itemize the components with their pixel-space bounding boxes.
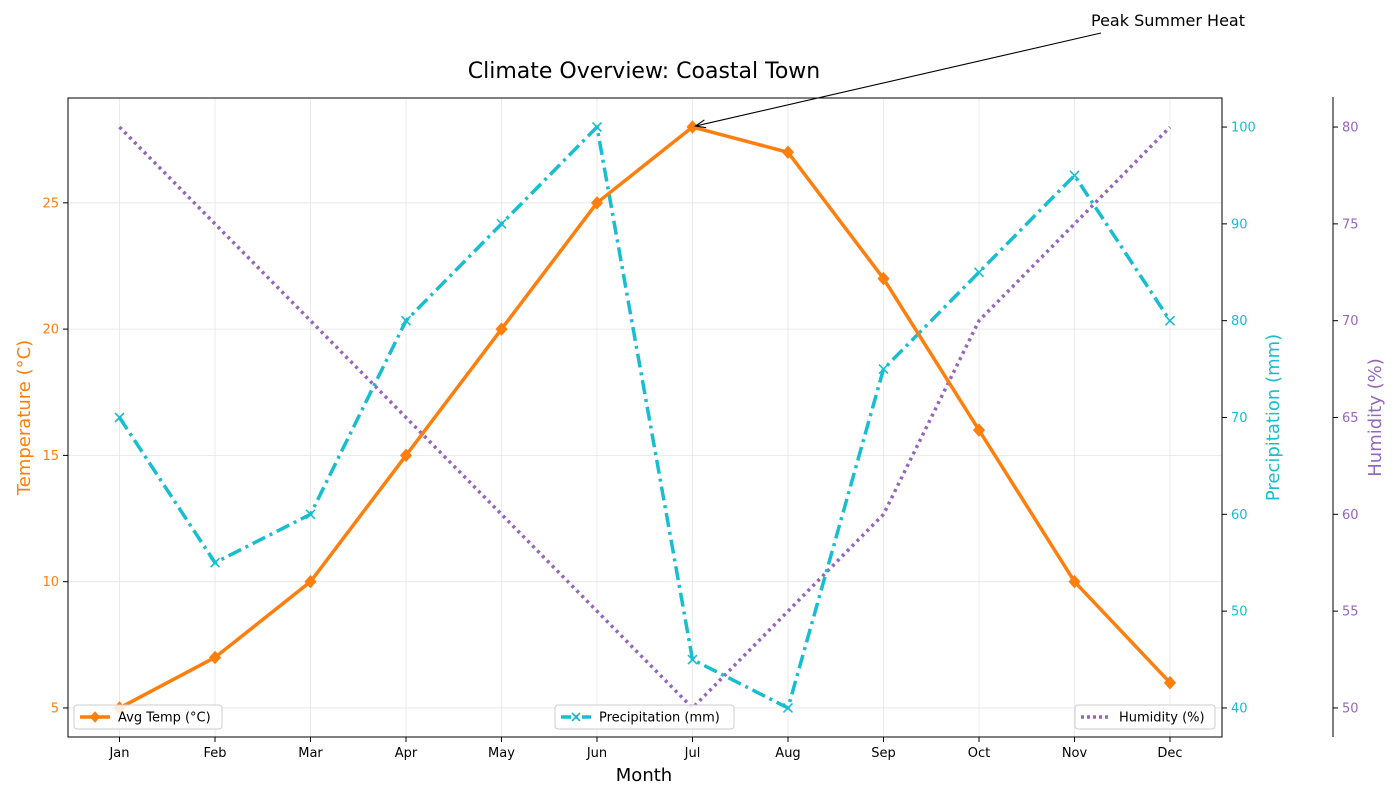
annotation-layer: Peak Summer Heat <box>694 11 1245 129</box>
temp-legend-box <box>73 704 223 730</box>
precip-legend-box <box>554 704 735 730</box>
temp-point-sep <box>877 271 890 286</box>
temp-axis-tick-label: 10 <box>42 575 59 590</box>
temp-point-mar <box>304 574 317 589</box>
peak-annotation: Peak Summer Heat <box>694 11 1245 129</box>
humidity-axis-tick-label: 55 <box>1342 605 1359 620</box>
precip-point-nov <box>1069 170 1080 181</box>
temp-axis-tick-label: 15 <box>42 449 59 464</box>
legend-layer: Avg Temp (°C) Precipitation (mm) Humidity … <box>73 704 1216 730</box>
precip-point-sep <box>878 364 889 375</box>
precip-legend-marker <box>571 712 581 722</box>
x-tick-label-apr: Apr <box>395 746 418 761</box>
annotation-label: Peak Summer Heat <box>1091 11 1245 30</box>
humidity-axis-tick-label: 75 <box>1342 217 1359 232</box>
x-tick-label-dec: Dec <box>1157 746 1182 761</box>
x-tick-label-jul: Jul <box>684 746 701 761</box>
x-axis-title: Month <box>616 765 672 786</box>
precip-axis-tick-label: 80 <box>1231 314 1248 329</box>
temp-axis-title: Temperature (°C) <box>14 340 35 496</box>
precip-axis-tick-label: 90 <box>1231 217 1248 232</box>
temp-point-may <box>495 322 508 336</box>
precip-point-feb <box>209 557 221 568</box>
temp-series-line <box>118 125 1172 710</box>
humidity-legend-box <box>1074 704 1216 730</box>
temp-axis-tick-label: 25 <box>42 196 59 211</box>
x-tick-label-jun: Jun <box>586 746 607 761</box>
axis-layer: Jan Feb Mar Apr May Jun Jul Aug Sep Oct Nov Dec 5 10 1… <box>14 97 1386 761</box>
precip-point-oct <box>973 267 985 278</box>
precip-legend-label: Precipitation (mm) <box>599 711 720 726</box>
x-tick-label-aug: Aug <box>775 746 800 761</box>
temp-point-oct <box>972 423 986 437</box>
precip-point-aug <box>782 702 794 714</box>
precip-point-jun <box>591 121 603 133</box>
x-tick-label-oct: Oct <box>968 746 990 761</box>
precip-axis-tick-label: 70 <box>1231 411 1248 426</box>
humidity-axis-tick-label: 60 <box>1342 508 1359 523</box>
temp-axis-tick-label: 5 <box>51 701 59 716</box>
humidity-legend-label: Humidity (%) <box>1119 711 1205 726</box>
precip-axis-tick-label: 40 <box>1231 701 1248 716</box>
temp-legend: Avg Temp (°C) <box>73 704 223 730</box>
temp-point-feb <box>208 650 222 665</box>
temp-point-dec <box>1163 675 1177 690</box>
x-tick-label-may: May <box>488 746 515 761</box>
temp-legend-marker <box>89 711 101 723</box>
chart-title: Climate Overview: Coastal Town <box>468 59 821 84</box>
precip-point-jan <box>114 412 125 423</box>
precip-legend: Precipitation (mm) <box>554 704 735 730</box>
humidity-axis-title: Humidity (%) <box>1365 358 1386 477</box>
temp-legend-label: Avg Temp (°C) <box>118 711 211 726</box>
humidity-axis-tick-label: 65 <box>1342 411 1359 426</box>
humidity-legend: Humidity (%) <box>1074 704 1216 730</box>
x-tick-label-mar: Mar <box>298 746 323 761</box>
temp-point-aug <box>781 145 795 160</box>
precip-point-dec <box>1164 315 1176 326</box>
precip-series-line <box>118 125 1172 710</box>
annotation-arrow-head <box>694 119 707 129</box>
x-tick-label-feb: Feb <box>203 746 226 761</box>
annotation-arrow-line <box>695 32 1102 127</box>
temp-axis-tick-label: 20 <box>42 323 59 338</box>
x-tick-label-sep: Sep <box>871 746 896 761</box>
x-tick-label-nov: Nov <box>1062 746 1088 761</box>
precip-axis-title: Precipitation (mm) <box>1263 334 1284 501</box>
humidity-axis-tick-label: 50 <box>1342 701 1359 716</box>
precip-point-mar <box>305 509 316 520</box>
x-tick-label-jan: Jan <box>108 746 129 761</box>
series-layer <box>113 120 1177 715</box>
precip-axis-tick-label: 50 <box>1231 605 1248 620</box>
temp-point-apr <box>399 448 413 463</box>
temp-point-jun <box>590 196 604 210</box>
precip-point-jul <box>687 654 698 665</box>
precip-point-apr <box>400 315 412 326</box>
precip-point-may <box>496 218 507 229</box>
humidity-axis-tick-label: 80 <box>1342 121 1359 136</box>
temp-point-nov <box>1068 574 1081 589</box>
precip-axis-tick-label: 60 <box>1231 508 1248 523</box>
humidity-axis-tick-label: 70 <box>1342 314 1359 329</box>
precip-axis-tick-label: 100 <box>1231 121 1256 136</box>
